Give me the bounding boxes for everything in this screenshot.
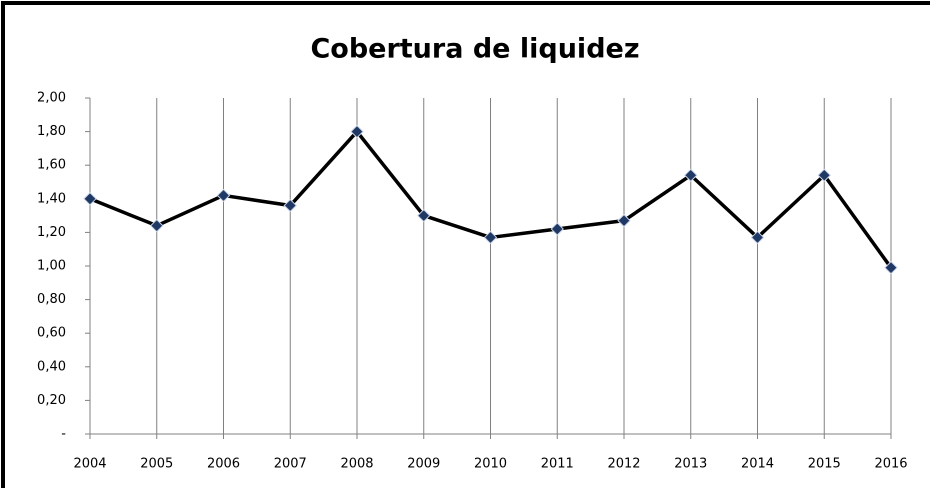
y-tick-label: 0,20 xyxy=(37,393,66,408)
y-tick-label: 1,00 xyxy=(37,259,66,274)
data-marker xyxy=(750,230,765,245)
y-tick-label: 1,60 xyxy=(37,158,66,173)
x-tick-label: 2005 xyxy=(140,457,173,472)
y-tick-label: 1,40 xyxy=(37,191,66,206)
chart-title: Cobertura de liquidez xyxy=(310,34,639,65)
x-tick-label: 2010 xyxy=(474,457,507,472)
data-marker xyxy=(216,188,231,203)
x-tick-label: 2015 xyxy=(808,457,841,472)
x-tick-label: 2006 xyxy=(207,457,240,472)
y-tick-label: 2,00 xyxy=(37,91,66,106)
x-tick-label: 2008 xyxy=(340,457,373,472)
data-marker xyxy=(483,230,498,245)
y-tick-label: 0,60 xyxy=(37,326,66,341)
data-marker xyxy=(83,192,97,206)
x-tick-label: 2011 xyxy=(541,457,574,472)
x-tick-label: 2013 xyxy=(674,457,707,472)
data-marker xyxy=(884,260,898,275)
x-tick-label: 2016 xyxy=(874,457,907,472)
data-marker xyxy=(684,168,698,182)
x-tick-label: 2009 xyxy=(407,457,440,472)
data-marker xyxy=(817,168,831,182)
data-marker xyxy=(350,124,364,139)
x-tick-label: 2012 xyxy=(607,457,640,472)
data-marker xyxy=(417,208,431,223)
data-marker xyxy=(617,213,631,228)
y-tick-label: 0,40 xyxy=(37,359,66,374)
y-tick-label: 0,80 xyxy=(37,292,66,307)
data-marker xyxy=(550,222,564,236)
x-tick-label: 2014 xyxy=(741,457,774,472)
x-tick-label: 2007 xyxy=(274,457,307,472)
data-marker xyxy=(150,218,164,233)
data-marker xyxy=(283,198,297,213)
x-tick-label: 2004 xyxy=(73,457,106,472)
y-tick-label: 1,20 xyxy=(37,225,66,240)
y-tick-label: 1,80 xyxy=(37,124,66,139)
y-tick-label: - xyxy=(61,427,66,442)
